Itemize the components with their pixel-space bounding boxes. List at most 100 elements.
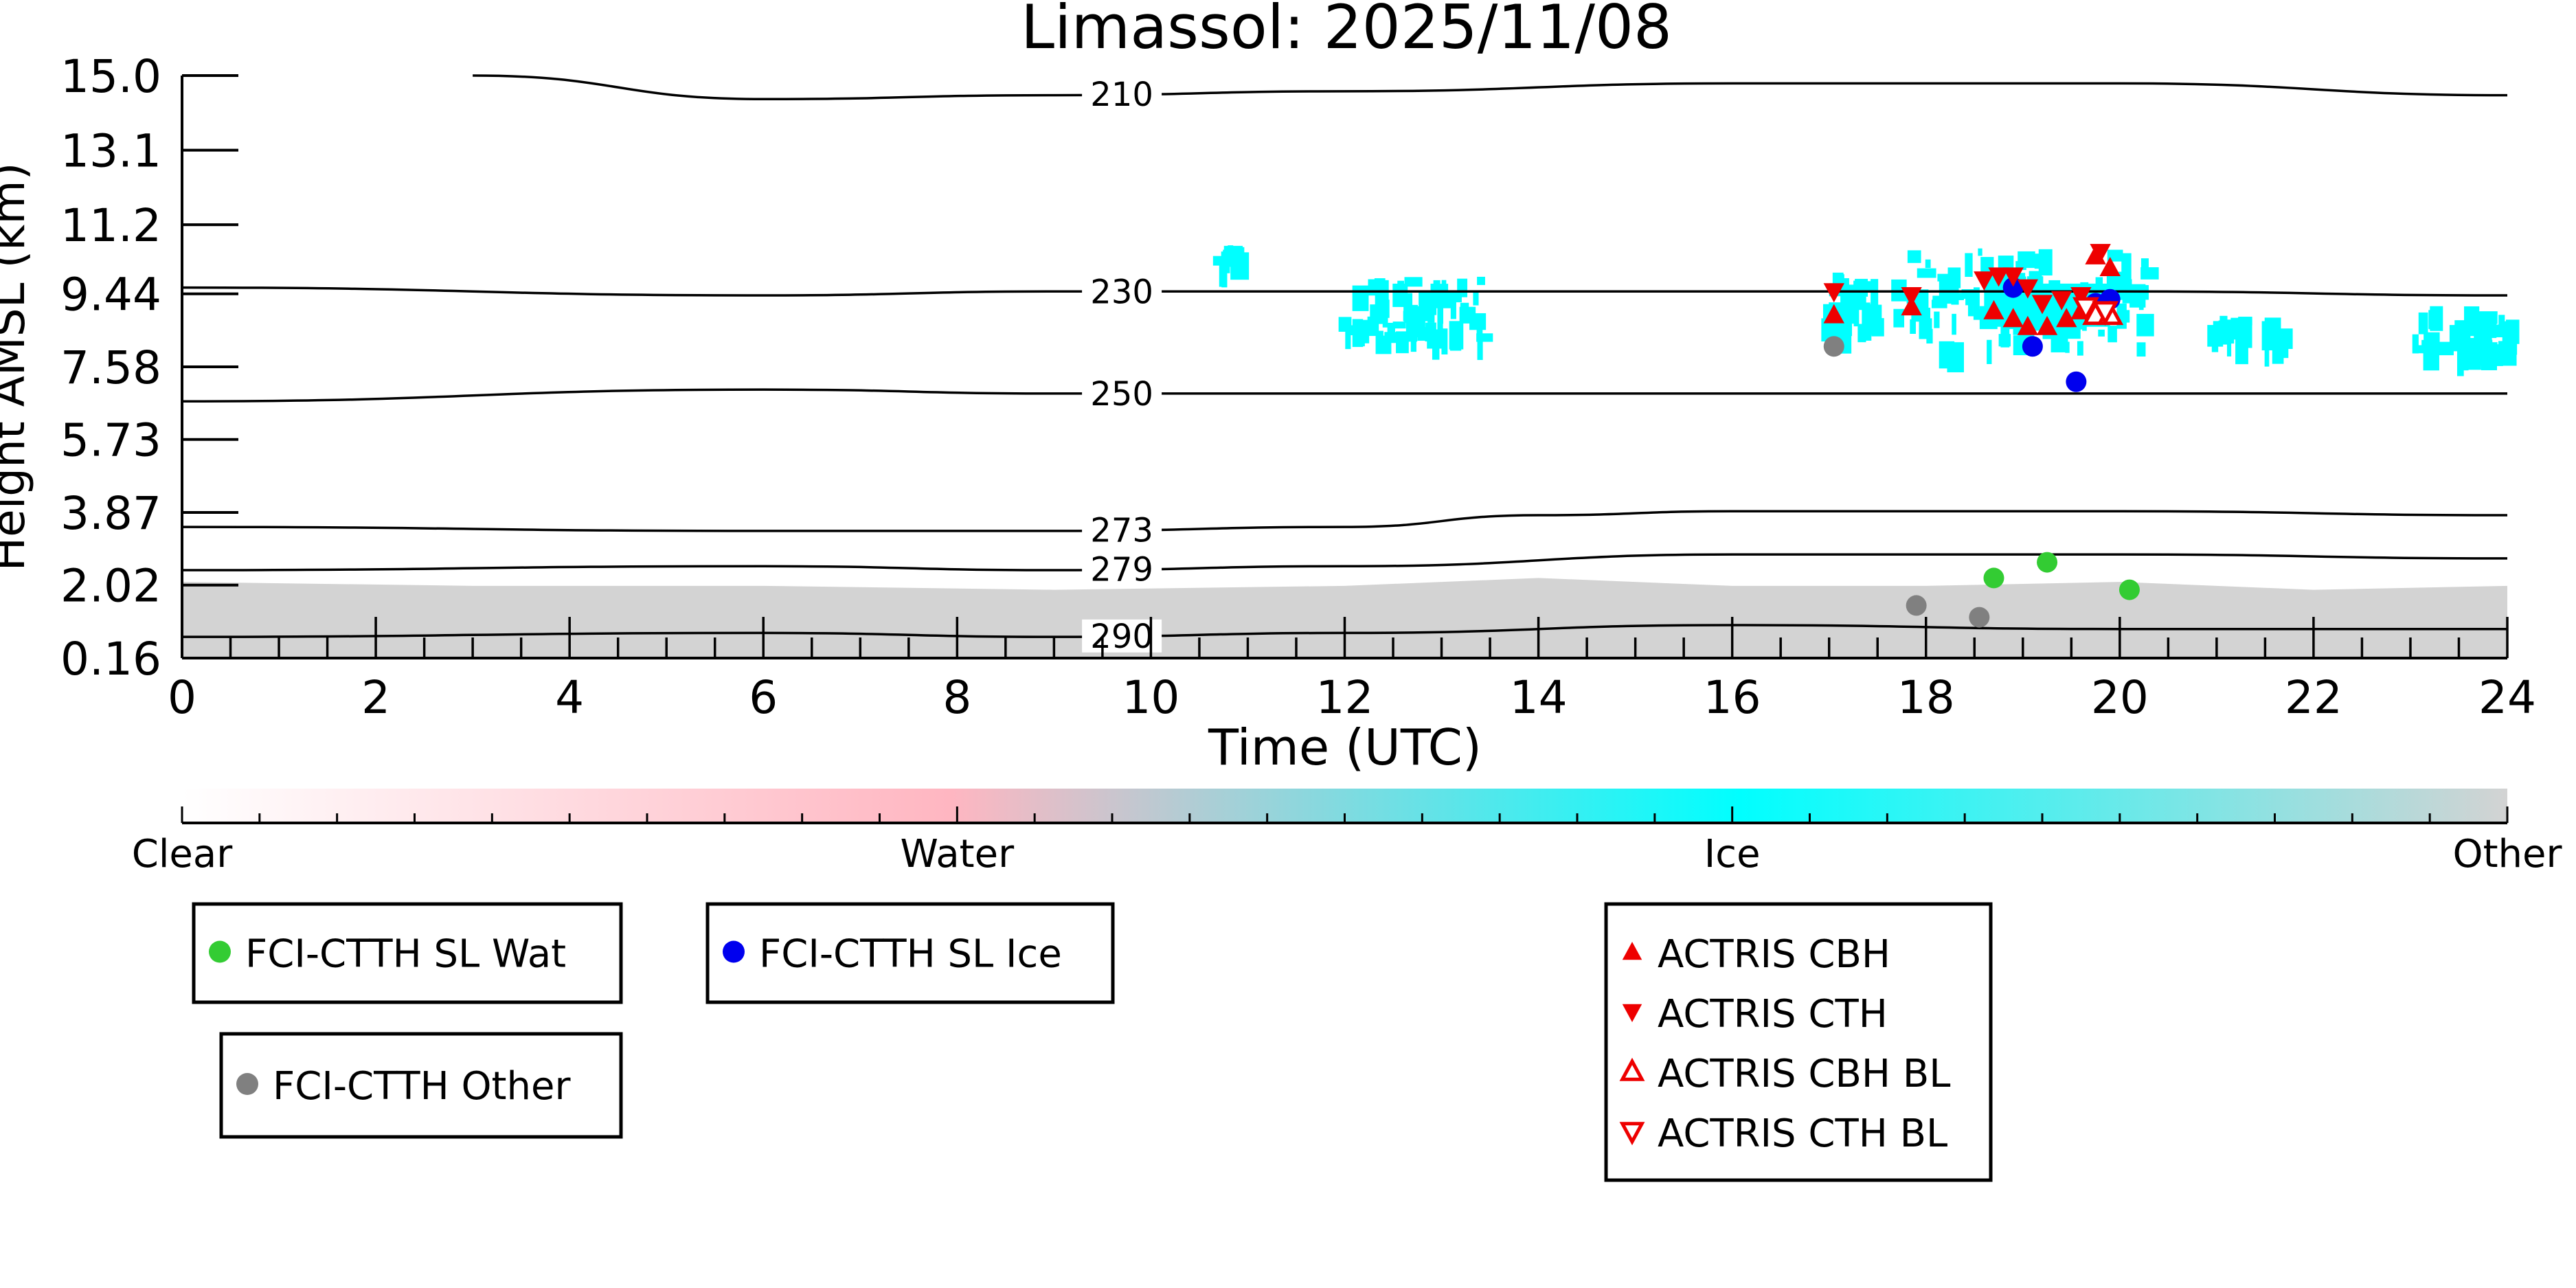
ice-pixel <box>1449 337 1462 351</box>
ice-pixel <box>1473 291 1479 306</box>
ice-pixel <box>2418 312 2428 335</box>
legend-label: FCI-CTTH SL Wat <box>245 932 566 977</box>
x-tick-label: 12 <box>1316 671 1374 724</box>
x-tick-label: 22 <box>2285 671 2342 724</box>
ice-pixel <box>1338 317 1352 332</box>
data-point <box>1823 283 1844 303</box>
ice-pixel <box>2464 306 2480 337</box>
ice-pixel <box>2107 249 2123 262</box>
ice-pixel <box>1864 302 1871 333</box>
data-point <box>1969 607 1990 628</box>
contour-label: 230 <box>1090 273 1153 311</box>
ice-pixel <box>2498 315 2505 328</box>
ice-pixel <box>1477 276 1485 285</box>
contour-250: 250 <box>181 375 2507 414</box>
contour-line <box>181 286 2508 297</box>
ice-pixel <box>1387 322 1395 334</box>
series-actris-cth-bl <box>2072 297 2119 326</box>
ice-pixel <box>1477 338 1483 361</box>
data-point <box>1983 300 2004 319</box>
ice-pixel <box>1821 318 1836 342</box>
series-fci-ctth-other <box>1823 336 1990 628</box>
contour-label: 273 <box>1090 512 1153 550</box>
ice-pixel <box>2066 328 2081 339</box>
ice-pixel <box>2273 328 2279 355</box>
ice-pixel <box>2109 272 2124 293</box>
ice-pixel <box>1476 327 1483 335</box>
contour-line <box>473 74 2508 101</box>
ice-pixel <box>2412 334 2419 354</box>
ice-pixel <box>2098 329 2105 337</box>
ice-pixel <box>2140 267 2159 280</box>
y-tick-label: 5.73 <box>60 414 161 467</box>
ice-pixel <box>1840 274 1844 290</box>
ice-pixel <box>1223 245 1243 253</box>
legend-box: ACTRIS CBH ACTRIS CTH ACTRIS CBH BL ACTRIS … <box>1604 902 1993 1182</box>
ice-pixel <box>1931 300 1947 308</box>
series-fci-ctth-sl-wat <box>1983 552 2140 600</box>
y-tick-label: 13.1 <box>60 125 161 178</box>
x-ticks: 0 2 4 6 8 10 12 14 16 18 20 22 24 <box>168 617 2536 724</box>
ice-pixel <box>1234 250 1241 275</box>
x-tick-label: 20 <box>2091 671 2149 724</box>
legend-label: FCI-CTTH SL Ice <box>759 932 1062 977</box>
ice-pixel <box>1934 311 1940 328</box>
legend-frame <box>705 902 1115 1004</box>
data-point <box>2070 287 2092 306</box>
data-point <box>1823 336 1844 357</box>
ice-pixel <box>1978 248 1982 256</box>
ice-pixel <box>2065 341 2070 353</box>
ice-pixel <box>1404 293 1413 324</box>
ice-pixel <box>2136 342 2146 357</box>
ice-cloud-patch <box>1338 276 1493 361</box>
contour-230: 230 <box>181 273 2508 311</box>
colorbar-label: Other <box>2452 832 2562 877</box>
data-point <box>2092 301 2119 326</box>
ice-pixel <box>1434 293 1452 308</box>
x-tick-label: 0 <box>168 671 196 724</box>
ice-pixel <box>2235 338 2248 365</box>
data-point <box>2072 297 2099 322</box>
contour-label-bg <box>1082 78 1162 111</box>
ice-pixel <box>1345 328 1351 350</box>
ice-pixel <box>1367 316 1375 332</box>
ice-pixel <box>2207 330 2223 338</box>
y-tick-label: 7.58 <box>60 341 161 394</box>
y-tick-label: 15.0 <box>60 50 161 103</box>
contour-273: 273 <box>181 510 2508 550</box>
legend-box: FCI-CTTH SL Ice <box>705 902 1115 1004</box>
data-point <box>2017 279 2039 299</box>
x-tick-label: 24 <box>2478 671 2536 724</box>
legend-frame <box>192 902 623 1004</box>
ice-pixel <box>2243 318 2252 340</box>
ice-pixel <box>2487 349 2503 366</box>
ice-pixel <box>1824 307 1832 321</box>
ice-cloud-patch <box>1212 245 1250 288</box>
ice-pixel <box>1425 329 1430 342</box>
ice-pixel <box>1374 278 1386 290</box>
ice-pixel <box>2034 253 2040 269</box>
legend-label: FCI-CTTH Other <box>273 1064 571 1109</box>
data-point <box>2066 371 2087 392</box>
y-ticks: 0.16 2.02 3.87 5.73 7.58 9.44 11.2 13.1 15.0 <box>60 50 238 686</box>
plot-background <box>182 76 2507 658</box>
ice-pixel <box>1219 260 1228 287</box>
legend-label: ACTRIS CBH BL <box>1658 1052 1950 1096</box>
ice-pixel <box>2268 319 2274 338</box>
ice-pixel <box>1352 285 1369 311</box>
ice-pixel <box>2108 326 2117 343</box>
ice-pixel <box>2264 337 2270 367</box>
ice-cloud-patch <box>2207 315 2293 367</box>
ice-pixel <box>1965 253 1973 278</box>
legend-entry: ACTRIS CBH <box>1622 932 1890 977</box>
ice-pixel <box>1926 328 1933 344</box>
legend-entry: FCI-CTTH Other <box>236 1064 571 1109</box>
ice-pixel <box>1404 277 1423 287</box>
contour-line <box>181 510 2508 532</box>
legend-box: FCI-CTTH SL Wat <box>192 902 623 1004</box>
data-point <box>1988 267 2009 287</box>
ice-pixel <box>1469 313 1487 330</box>
legend-marker <box>723 940 745 963</box>
